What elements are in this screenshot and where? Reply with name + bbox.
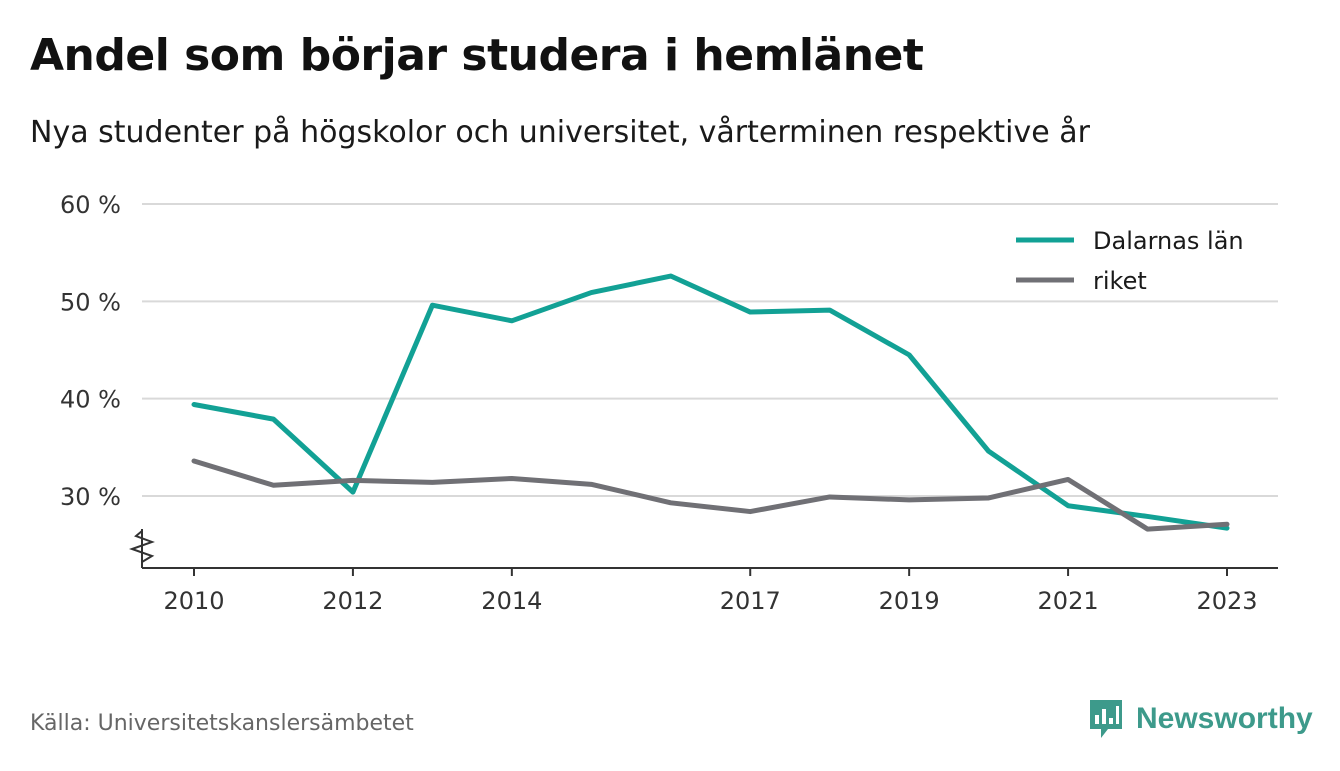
axis-break-mark xyxy=(128,530,155,563)
x-tick-label: 2019 xyxy=(879,587,940,615)
x-tick-label: 2012 xyxy=(322,587,383,615)
legend-label: Dalarnas län xyxy=(1093,227,1244,255)
y-tick-label: 30 % xyxy=(60,483,121,511)
legend-box xyxy=(1005,222,1260,300)
y-tick-label: 50 % xyxy=(60,288,121,316)
bar-chart-speech-icon xyxy=(1090,700,1122,738)
brand-logo: Newsworthy xyxy=(1088,698,1313,740)
y-tick-label: 40 % xyxy=(60,386,121,414)
x-tick-label: 2010 xyxy=(163,587,224,615)
series-line-riket xyxy=(191,458,1230,532)
x-tick-label: 2021 xyxy=(1038,587,1099,615)
brand-name: Newsworthy xyxy=(1136,702,1313,735)
source-note: Källa: Universitetskanslersämbetet xyxy=(30,711,414,736)
chart-subtitle: Nya studenter på högskolor och universit… xyxy=(30,115,1090,150)
chart-title: Andel som börjar studera i hemlänet xyxy=(30,30,924,81)
x-tick-label: 2014 xyxy=(481,587,542,615)
legend-label: riket xyxy=(1093,267,1147,295)
x-tick-label: 2017 xyxy=(720,587,781,615)
y-tick-label: 60 % xyxy=(60,191,121,219)
series-line-dalarnas-lan xyxy=(191,273,1230,531)
x-tick-label: 2023 xyxy=(1196,587,1257,615)
